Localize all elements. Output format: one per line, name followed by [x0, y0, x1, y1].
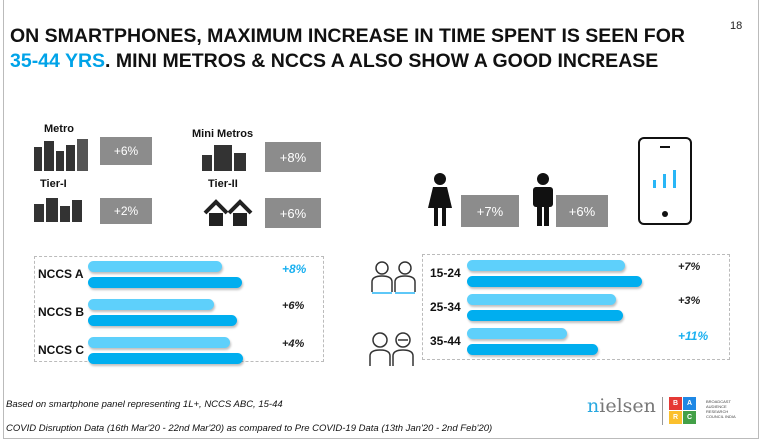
pre-covid-bar: [467, 260, 625, 271]
mini-metros-label: Mini Metros: [192, 128, 254, 140]
male-value: +6%: [556, 195, 608, 227]
tier-2-value: +6%: [265, 198, 321, 228]
pre-covid-bar: [467, 328, 567, 339]
tier-1-buildings-icon: [34, 198, 82, 222]
nccs-increase: +4%: [282, 338, 305, 350]
tier-2-label: Tier-II: [208, 178, 238, 190]
title-line-1: ON SMARTPHONES, MAXIMUM INCREASE IN TIME…: [10, 25, 685, 47]
older-people-icon: [369, 332, 414, 366]
nccs-increase: +8%: [282, 262, 307, 276]
age-label: 25-34: [430, 300, 461, 314]
pre-covid-bar: [467, 294, 616, 305]
pre-covid-bar: [88, 299, 215, 310]
barc-text: BROADCAST AUDIENCE RESEARCH COUNCIL INDI…: [706, 399, 736, 419]
metro-value: +6%: [100, 137, 152, 165]
metro-buildings-icon: [34, 139, 88, 171]
tier-2-houses-icon: [203, 199, 253, 226]
footnote-2: COVID Disruption Data (16th Mar'20 - 22n…: [6, 423, 493, 434]
male-icon: [533, 173, 553, 226]
age-label: 35-44: [430, 334, 461, 348]
pre-covid-bar: [88, 261, 223, 272]
tier-1-label: Tier-I: [40, 178, 67, 190]
pre-covid-bar: [88, 337, 231, 348]
smartphone-icon: [638, 137, 692, 225]
age-increase: +11%: [678, 329, 709, 343]
mini-metros-value: +8%: [265, 142, 321, 172]
tier-1-value: +2%: [100, 198, 152, 224]
barc-a: A: [683, 397, 696, 410]
covid-disruption-bar: [88, 353, 244, 364]
logo-divider: [662, 397, 663, 425]
female-icon: [428, 173, 452, 226]
page-number: 18: [730, 20, 743, 32]
age-label: 15-24: [430, 266, 461, 280]
nielsen-logo: nielsen: [587, 395, 656, 417]
covid-disruption-bar: [467, 344, 599, 355]
barc-r: R: [669, 411, 682, 424]
covid-disruption-bar: [88, 315, 237, 326]
covid-disruption-bar: [467, 276, 642, 287]
slide-title: ON SMARTPHONES, MAXIMUM INCREASE IN TIME…: [10, 24, 722, 74]
covid-disruption-bar: [467, 310, 623, 321]
mini-metro-buildings-icon: [202, 145, 246, 171]
young-people-icon: [371, 261, 416, 294]
title-highlight: 35-44 YRS: [10, 50, 106, 72]
age-increase: +7%: [678, 261, 701, 273]
age-panel: [422, 254, 730, 360]
footnote-1: Based on smartphone panel representing 1…: [6, 399, 283, 410]
nccs-increase: +6%: [282, 300, 305, 312]
barc-b: B: [669, 397, 682, 410]
nccs-label: NCCS C: [38, 343, 85, 357]
slide-frame: [3, 0, 759, 439]
title-line-2: . MINI METROS & NCCS A ALSO SHOW A GOOD …: [105, 50, 659, 72]
barc-logo: B A R C: [669, 397, 696, 424]
nccs-label: NCCS B: [38, 305, 85, 319]
female-value: +7%: [461, 195, 519, 227]
metro-label: Metro: [44, 123, 74, 135]
nccs-label: NCCS A: [38, 267, 84, 281]
barc-c: C: [683, 411, 696, 424]
covid-disruption-bar: [88, 277, 242, 288]
age-increase: +3%: [678, 295, 701, 307]
